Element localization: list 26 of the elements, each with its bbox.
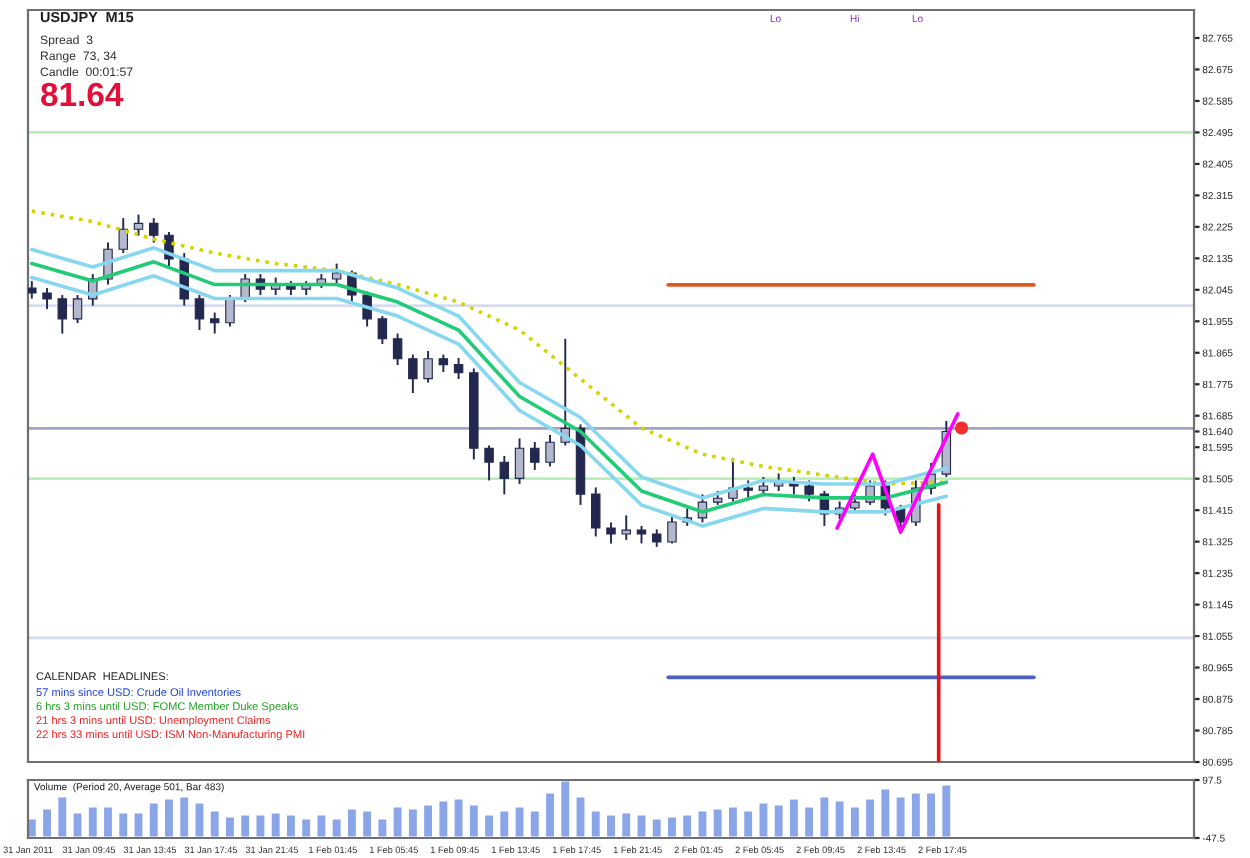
candlestick	[514, 437, 525, 485]
candlestick	[225, 294, 235, 328]
candlestick	[667, 514, 677, 545]
candlestick	[530, 440, 540, 471]
candlestick	[331, 262, 342, 286]
candlestick	[591, 486, 601, 538]
candlestick	[453, 357, 464, 380]
candlestick	[42, 287, 52, 311]
annotation: 81.64	[41, 82, 124, 107]
candlestick	[484, 444, 494, 482]
candlestick	[209, 311, 220, 335]
candlestick	[118, 217, 129, 255]
candlestick	[606, 521, 616, 545]
candlestick	[133, 213, 144, 237]
candlestick	[423, 350, 433, 384]
candlestick	[392, 332, 403, 366]
candlestick	[57, 294, 68, 335]
candlestick	[621, 514, 631, 541]
candlestick	[194, 294, 205, 332]
line-series	[835, 412, 960, 535]
candlestick	[499, 454, 510, 496]
candlestick	[545, 434, 555, 468]
candlestick	[72, 294, 83, 325]
candlestick	[408, 353, 418, 394]
candlestick	[377, 315, 388, 345]
candlestick	[148, 217, 159, 244]
